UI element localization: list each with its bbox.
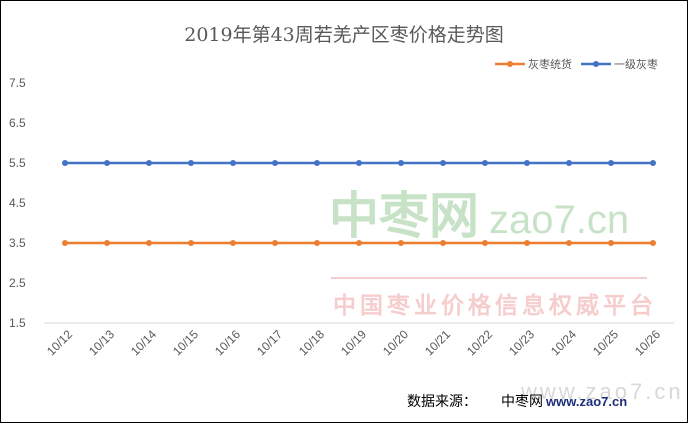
y-tick-label: 2.5 <box>9 276 26 290</box>
x-tick-label: 10/19 <box>338 327 369 358</box>
legend-marker <box>593 61 599 67</box>
x-tick-label: 10/23 <box>506 327 537 358</box>
data-point <box>650 160 656 166</box>
y-tick-label: 6.5 <box>9 116 26 130</box>
x-tick-label: 10/24 <box>548 327 579 358</box>
data-point <box>146 160 152 166</box>
data-point <box>440 160 446 166</box>
data-point <box>188 160 194 166</box>
svg-text:zao7.cn: zao7.cn <box>489 198 629 242</box>
data-point <box>62 160 68 166</box>
y-tick-label: 1.5 <box>9 316 26 330</box>
data-point <box>230 160 236 166</box>
y-tick-label: 3.5 <box>9 236 26 250</box>
source-name: 中枣网 <box>501 394 543 410</box>
legend-marker <box>507 61 513 67</box>
data-point <box>608 240 614 246</box>
x-axis: 10/12 10/13 10/14 10/15 10/16 10/17 10/18 10/19… <box>44 322 674 358</box>
legend-label: 一级灰枣 <box>614 57 658 71</box>
source-label: 数据来源： <box>407 394 477 410</box>
data-point <box>398 240 404 246</box>
legend-label: 灰枣统货 <box>528 57 572 71</box>
x-tick-label: 10/26 <box>632 327 663 358</box>
x-tick-label: 10/18 <box>296 327 327 358</box>
series-group <box>62 160 656 246</box>
watermark-logo: 中枣网 zao7.cn 中国枣业价格信息权威平台 www.zao7.cn <box>329 187 684 404</box>
x-tick-label: 10/14 <box>128 327 159 358</box>
chart-title: 2019年第43周若羌产区枣价格走势图 <box>184 24 504 46</box>
data-point <box>398 160 404 166</box>
data-point <box>524 240 530 246</box>
series-1 <box>62 160 656 166</box>
data-point <box>230 240 236 246</box>
data-point <box>356 160 362 166</box>
data-point <box>566 160 572 166</box>
y-tick-label: 7.5 <box>9 76 26 90</box>
x-tick-label: 10/16 <box>212 327 243 358</box>
data-point <box>314 240 320 246</box>
svg-text:www.zao7.cn: www.zao7.cn <box>520 379 684 404</box>
y-tick-label: 4.5 <box>9 196 26 210</box>
x-tick-label: 10/12 <box>44 327 75 358</box>
data-point <box>272 160 278 166</box>
data-point <box>608 160 614 166</box>
data-point <box>440 240 446 246</box>
x-tick-label: 10/15 <box>170 327 201 358</box>
data-point <box>146 240 152 246</box>
data-point <box>482 160 488 166</box>
data-point <box>566 240 572 246</box>
series-0 <box>62 240 656 246</box>
data-point <box>104 160 110 166</box>
x-tick-label: 10/20 <box>380 327 411 358</box>
x-tick-label: 10/13 <box>86 327 117 358</box>
data-point <box>62 240 68 246</box>
svg-text:中枣网: 中枣网 <box>329 187 479 245</box>
data-point <box>482 240 488 246</box>
data-point <box>272 240 278 246</box>
x-tick-label: 10/25 <box>590 327 621 358</box>
data-point <box>524 160 530 166</box>
data-point <box>650 240 656 246</box>
svg-text:中国枣业价格信息权威平台: 中国枣业价格信息权威平台 <box>333 292 657 319</box>
x-tick-label: 10/21 <box>422 327 453 358</box>
source-url: www.zao7.cn <box>545 394 627 409</box>
data-point <box>314 160 320 166</box>
data-point <box>104 240 110 246</box>
x-tick-label: 10/22 <box>464 327 495 358</box>
legend: 灰枣统货 一级灰枣 <box>495 57 658 71</box>
data-point <box>188 240 194 246</box>
x-tick-label: 10/17 <box>254 327 285 358</box>
data-point <box>356 240 362 246</box>
y-axis: 1.5 2.5 3.5 4.5 5.5 6.5 7.5 <box>9 76 26 330</box>
y-tick-label: 5.5 <box>9 156 26 170</box>
